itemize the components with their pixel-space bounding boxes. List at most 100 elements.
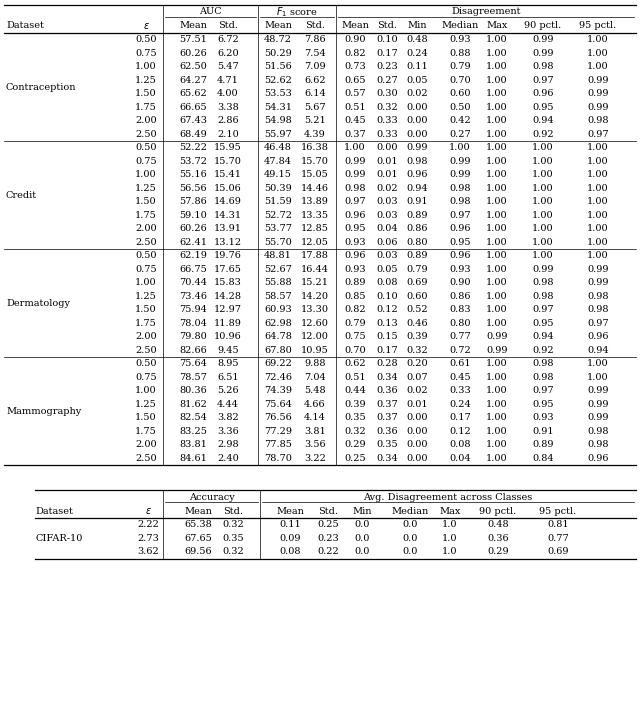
Text: 1.00: 1.00 <box>486 197 508 206</box>
Text: 48.81: 48.81 <box>264 251 292 260</box>
Text: 1.00: 1.00 <box>486 265 508 274</box>
Text: 0.98: 0.98 <box>588 116 609 125</box>
Text: 1.00: 1.00 <box>486 440 508 449</box>
Text: 15.41: 15.41 <box>214 170 242 179</box>
Text: 0.00: 0.00 <box>406 440 428 449</box>
Text: 8.95: 8.95 <box>217 359 239 368</box>
Text: 1.25: 1.25 <box>135 184 157 193</box>
Text: 0.99: 0.99 <box>588 90 609 98</box>
Text: 0.69: 0.69 <box>406 279 428 287</box>
Text: 0.96: 0.96 <box>588 454 609 463</box>
Text: 1.0: 1.0 <box>442 521 458 529</box>
Text: 1.00: 1.00 <box>587 62 609 72</box>
Text: 78.70: 78.70 <box>264 454 292 463</box>
Text: 5.26: 5.26 <box>217 386 239 395</box>
Text: 1.00: 1.00 <box>486 76 508 84</box>
Text: 0.86: 0.86 <box>449 291 471 301</box>
Text: 0.32: 0.32 <box>222 547 244 556</box>
Text: 6.72: 6.72 <box>217 35 239 44</box>
Text: 0.10: 0.10 <box>376 291 398 301</box>
Text: 47.84: 47.84 <box>264 157 292 165</box>
Text: 0.32: 0.32 <box>406 346 428 354</box>
Text: 0.95: 0.95 <box>344 224 365 233</box>
Text: 3.56: 3.56 <box>304 440 326 449</box>
Text: 0.01: 0.01 <box>376 170 398 179</box>
Text: 0.39: 0.39 <box>406 332 428 342</box>
Text: 0.97: 0.97 <box>587 130 609 139</box>
Text: 0.13: 0.13 <box>376 319 398 328</box>
Text: 0.98: 0.98 <box>406 157 428 165</box>
Text: 0.00: 0.00 <box>406 427 428 436</box>
Text: 6.51: 6.51 <box>217 373 239 382</box>
Text: 1.00: 1.00 <box>587 35 609 44</box>
Text: 0.04: 0.04 <box>449 454 471 463</box>
Text: 0.96: 0.96 <box>449 251 471 260</box>
Text: Mean: Mean <box>184 506 212 516</box>
Text: 78.57: 78.57 <box>179 373 207 382</box>
Text: 1.00: 1.00 <box>587 251 609 260</box>
Text: 1.00: 1.00 <box>486 305 508 314</box>
Text: 0.0: 0.0 <box>403 547 418 556</box>
Text: 0.95: 0.95 <box>532 400 554 409</box>
Text: 1.00: 1.00 <box>486 373 508 382</box>
Text: 0.00: 0.00 <box>376 143 397 153</box>
Text: 4.71: 4.71 <box>217 76 239 84</box>
Text: 2.00: 2.00 <box>135 116 157 125</box>
Text: 0.35: 0.35 <box>344 413 366 422</box>
Text: 0.61: 0.61 <box>449 359 471 368</box>
Text: 77.29: 77.29 <box>264 427 292 436</box>
Text: 62.50: 62.50 <box>179 62 207 72</box>
Text: 66.75: 66.75 <box>179 265 207 274</box>
Text: 2.22: 2.22 <box>137 521 159 529</box>
Text: 7.09: 7.09 <box>304 62 326 72</box>
Text: $F_1$ score: $F_1$ score <box>276 5 318 19</box>
Text: 1.00: 1.00 <box>449 143 471 153</box>
Text: 0.97: 0.97 <box>587 319 609 328</box>
Text: 0.20: 0.20 <box>406 359 428 368</box>
Text: 0.50: 0.50 <box>135 251 157 260</box>
Text: 0.69: 0.69 <box>547 547 569 556</box>
Text: 0.11: 0.11 <box>279 521 301 529</box>
Text: 0.92: 0.92 <box>532 130 554 139</box>
Text: 50.29: 50.29 <box>264 49 292 58</box>
Text: Avg. Disagreement across Classes: Avg. Disagreement across Classes <box>364 493 532 501</box>
Text: 0.33: 0.33 <box>449 386 471 395</box>
Text: 14.31: 14.31 <box>214 211 242 220</box>
Text: 60.93: 60.93 <box>264 305 292 314</box>
Text: 1.0: 1.0 <box>442 533 458 543</box>
Text: 0.82: 0.82 <box>344 305 366 314</box>
Text: 0.0: 0.0 <box>355 547 370 556</box>
Text: 2.50: 2.50 <box>135 238 157 247</box>
Text: 0.79: 0.79 <box>406 265 428 274</box>
Text: Accuracy: Accuracy <box>189 493 234 501</box>
Text: 0.98: 0.98 <box>449 184 471 193</box>
Text: 0.12: 0.12 <box>449 427 471 436</box>
Text: 1.00: 1.00 <box>486 211 508 220</box>
Text: 0.88: 0.88 <box>449 49 471 58</box>
Text: 0.23: 0.23 <box>317 533 339 543</box>
Text: 0.97: 0.97 <box>449 211 471 220</box>
Text: 16.44: 16.44 <box>301 265 329 274</box>
Text: 2.86: 2.86 <box>217 116 239 125</box>
Text: 1.50: 1.50 <box>135 413 157 422</box>
Text: 55.16: 55.16 <box>179 170 207 179</box>
Text: 0.50: 0.50 <box>135 35 157 44</box>
Text: Mammography: Mammography <box>6 407 81 415</box>
Text: 0.89: 0.89 <box>406 211 428 220</box>
Text: 53.72: 53.72 <box>179 157 207 165</box>
Text: 15.95: 15.95 <box>214 143 242 153</box>
Text: 13.35: 13.35 <box>301 211 329 220</box>
Text: 1.50: 1.50 <box>135 90 157 98</box>
Text: 0.82: 0.82 <box>344 49 366 58</box>
Text: 17.88: 17.88 <box>301 251 329 260</box>
Text: 84.61: 84.61 <box>179 454 207 463</box>
Text: 0.03: 0.03 <box>376 251 398 260</box>
Text: 0.01: 0.01 <box>376 157 398 165</box>
Text: 0.17: 0.17 <box>376 49 398 58</box>
Text: 0.25: 0.25 <box>317 521 339 529</box>
Text: 80.36: 80.36 <box>179 386 207 395</box>
Text: 0.51: 0.51 <box>344 373 366 382</box>
Text: 0.37: 0.37 <box>376 400 398 409</box>
Text: 48.72: 48.72 <box>264 35 292 44</box>
Text: 5.21: 5.21 <box>304 116 326 125</box>
